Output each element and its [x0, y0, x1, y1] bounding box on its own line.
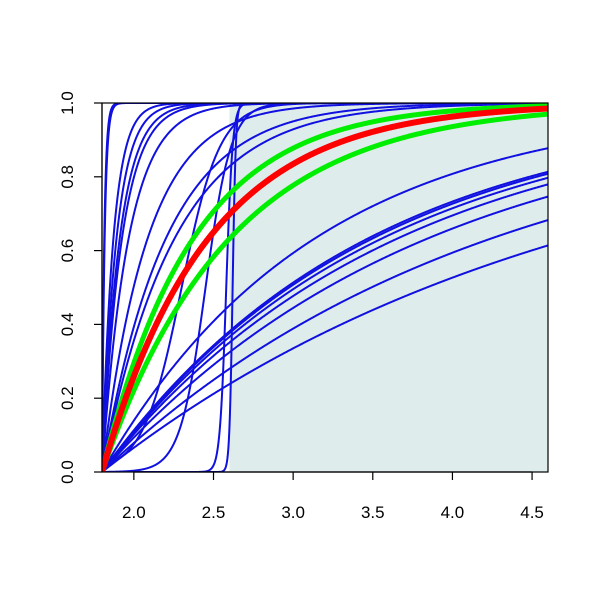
y-tick-label: 0.8: [58, 165, 77, 189]
sample-curve: [102, 183, 548, 472]
estimate-curve: [102, 105, 548, 472]
y-tick-label: 0.2: [58, 386, 77, 410]
sample-curve: [102, 103, 548, 472]
sample-curve: [102, 147, 548, 472]
x-tick-label: 2.0: [122, 503, 146, 522]
sample-curve: [102, 103, 548, 472]
sample-curve: [102, 103, 548, 472]
y-tick-label: 1.0: [58, 91, 77, 115]
shaded-region: [229, 103, 548, 472]
series-group: [102, 103, 548, 472]
sample-curve: [102, 103, 548, 472]
y-tick-label: 0.6: [58, 239, 77, 263]
y-axis: 0.0 0.2 0.4 0.6 0.8 1.0: [58, 91, 103, 484]
x-axis: 2.0 2.5 3.0 3.5 4.0 4.5: [122, 471, 544, 522]
x-tick-label: 4.0: [441, 503, 465, 522]
x-tick-label: 3.0: [281, 503, 305, 522]
sample-curve: [102, 219, 548, 472]
y-tick-label: 0.0: [58, 460, 77, 484]
x-tick-label: 2.5: [202, 503, 226, 522]
sample-curve: [102, 103, 548, 472]
x-tick-label: 4.5: [520, 503, 544, 522]
y-tick-label: 0.4: [58, 313, 77, 337]
plot-region: [101, 102, 549, 473]
x-tick-label: 3.5: [361, 503, 385, 522]
sample-curve: [102, 103, 548, 472]
sample-curve: [102, 195, 548, 472]
